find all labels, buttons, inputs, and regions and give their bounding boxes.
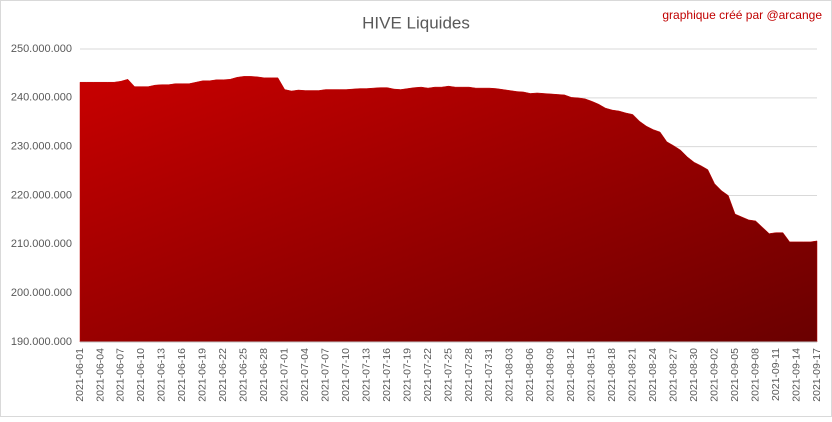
x-tick-label: 2021-07-04	[299, 348, 311, 402]
y-tick-label: 230.000.000	[11, 141, 72, 153]
x-tick-label: 2021-06-16	[176, 348, 188, 402]
x-tick-label: 2021-06-19	[197, 348, 209, 402]
y-tick-label: 200.000.000	[11, 287, 72, 299]
x-tick-label: 2021-08-27	[667, 348, 679, 402]
x-tick-label: 2021-08-15	[586, 348, 598, 402]
y-tick-label: 240.000.000	[11, 92, 72, 104]
x-tick-label: 2021-09-08	[749, 348, 761, 402]
x-tick-label: 2021-08-06	[524, 348, 536, 402]
x-tick-label: 2021-06-07	[115, 348, 127, 402]
x-tick-label: 2021-08-21	[627, 348, 639, 402]
x-tick-label: 2021-06-25	[238, 348, 250, 402]
x-tick-label: 2021-07-28	[463, 348, 475, 402]
y-tick-label: 220.000.000	[11, 189, 72, 201]
x-tick-label: 2021-06-01	[74, 348, 86, 402]
x-tick-label: 2021-06-22	[217, 348, 229, 402]
area	[79, 76, 818, 343]
x-tick-label: 2021-09-17	[811, 348, 823, 402]
x-tick-label: 2021-08-09	[545, 348, 557, 402]
x-tick-label: 2021-09-14	[790, 348, 802, 402]
x-tick-label: 2021-09-02	[708, 348, 720, 402]
y-tick-label: 250.000.000	[11, 43, 72, 55]
y-tick-label: 190.000.000	[11, 336, 72, 348]
x-tick-label: 2021-07-22	[422, 348, 434, 402]
x-tick-label: 2021-06-28	[258, 348, 270, 402]
x-tick-label: 2021-07-13	[360, 348, 372, 402]
x-tick-label: 2021-09-05	[729, 348, 741, 402]
x-tick-label: 2021-06-10	[135, 348, 147, 402]
x-tick-label: 2021-08-30	[688, 348, 700, 402]
chart-title: HIVE Liquides	[362, 13, 470, 32]
x-tick-label: 2021-08-12	[565, 348, 577, 402]
x-tick-label: 2021-08-03	[504, 348, 516, 402]
x-tick-label: 2021-06-13	[156, 348, 168, 402]
chart-subtitle: graphique créé par @arcange	[662, 8, 822, 22]
x-tick-label: 2021-07-25	[442, 348, 454, 402]
x-tick-label: 2021-07-07	[319, 348, 331, 402]
x-tick-label: 2021-08-24	[647, 348, 659, 402]
y-tick-label: 210.000.000	[11, 238, 72, 250]
x-tick-label: 2021-07-31	[483, 348, 495, 402]
x-tick-label: 2021-07-16	[381, 348, 393, 402]
x-tick-label: 2021-07-01	[279, 348, 291, 402]
x-tick-label: 2021-06-04	[94, 348, 106, 402]
x-tick-label: 2021-08-18	[606, 348, 618, 402]
x-tick-label: 2021-09-11	[770, 348, 782, 401]
x-tick-label: 2021-07-10	[340, 348, 352, 402]
x-tick-label: 2021-07-19	[401, 348, 413, 402]
